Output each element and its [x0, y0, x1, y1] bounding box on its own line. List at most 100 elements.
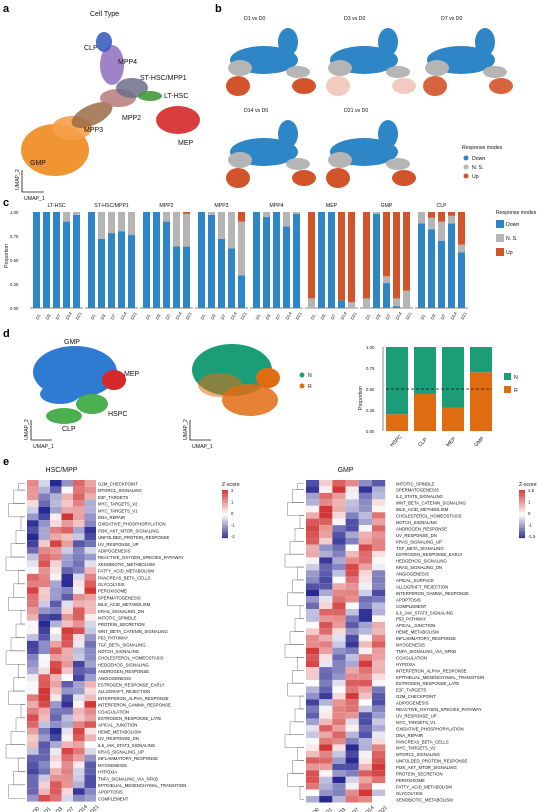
- heatmap-cell: [84, 707, 96, 715]
- heatmap-cell: [319, 583, 333, 590]
- legend-dot-ns: [463, 164, 469, 170]
- heatmap-cell: [50, 533, 62, 541]
- dendrogram-branch: [294, 528, 304, 542]
- heatmap-col-label: D14: [365, 805, 376, 812]
- heatmap-cell: [61, 506, 73, 514]
- heatmap-cell: [27, 694, 39, 702]
- heatmap-row-label: FATTY_ACID_METABOLISM: [98, 569, 154, 574]
- dendrogram-branch: [287, 592, 304, 606]
- dendrogram-branch: [284, 553, 304, 568]
- heatmap-cell: [372, 699, 386, 706]
- heatmap-cell: [345, 570, 359, 577]
- bar-up: [308, 212, 315, 299]
- heatmap-col-label: D1: [43, 806, 52, 812]
- heatmap-cell: [61, 727, 73, 735]
- x-tick-label: D3: [45, 313, 52, 321]
- heatmap-row-label: MYC_TARGETS_V1: [98, 508, 138, 513]
- dendrogram-branch: [20, 704, 25, 719]
- heatmap-cell: [306, 538, 320, 545]
- heatmap-cell: [358, 796, 372, 803]
- heatmap-cell: [84, 573, 96, 581]
- x-tick-label: D21: [75, 311, 84, 321]
- heatmap-row-label: APOPTOSIS: [396, 597, 421, 602]
- heatmap-cell: [38, 768, 50, 775]
- heatmap-cell: [372, 544, 386, 551]
- heatmap-row-label: COAGULATION: [396, 655, 427, 660]
- bar-down: [218, 238, 225, 308]
- dendrogram-branch: [5, 744, 25, 759]
- heatmap-row-label: MYOGENESIS: [396, 643, 425, 648]
- heatmap-row-label: UNFOLDED_PROTEIN_RESPONSE: [98, 535, 170, 540]
- cluster-mpp3-blob: [71, 102, 113, 128]
- heatmap-cell: [50, 560, 62, 568]
- heatmap-cell: [358, 725, 372, 732]
- heatmap-row-label: ADIPOGENESIS: [396, 701, 429, 706]
- heatmap-cell: [61, 781, 73, 789]
- axis-label-umap1: UMAP_1: [24, 196, 45, 202]
- heatmap-cell: [358, 744, 372, 751]
- heatmap-cell: [319, 557, 333, 564]
- heatmap-cell: [358, 480, 372, 487]
- heatmap-cell: [84, 506, 96, 514]
- heatmap-row-label: G2M_CHECKPOINT: [396, 694, 436, 699]
- heatmap-legend-tick: 1.5: [528, 488, 535, 493]
- heatmap-cell: [332, 634, 346, 642]
- heatmap-legend-step: [519, 526, 525, 528]
- heatmap-legend-step: [222, 508, 228, 510]
- heatmap-cell: [372, 570, 386, 577]
- heatmap-cell: [27, 727, 39, 735]
- x-tick-label: D14: [450, 311, 459, 321]
- heatmap-cell: [306, 789, 320, 797]
- heatmap-cell: [38, 681, 50, 688]
- heatmap-row-label: UV_RESPONSE_DN: [396, 533, 437, 538]
- heatmap-cell: [345, 686, 359, 693]
- x-tick-label: D3: [265, 313, 272, 321]
- heatmap-cell: [319, 499, 333, 506]
- heatmap-row-label: HEDGEHOG_SIGNALING: [396, 559, 448, 564]
- heatmap-legend-step: [222, 535, 228, 537]
- d-bar-ytick-3: 0.25: [366, 408, 375, 413]
- heatmap-cell: [306, 492, 320, 500]
- heatmap-cell: [61, 754, 73, 762]
- d-bar-n: [470, 347, 492, 373]
- heatmap-cell: [38, 560, 50, 568]
- dendrogram-branch: [13, 677, 25, 692]
- dendrogram-branch: [299, 695, 304, 710]
- heatmap-cell: [84, 634, 96, 641]
- heatmap-cell: [345, 654, 359, 661]
- heatmap-cell: [50, 553, 62, 561]
- bar-down: [373, 213, 380, 308]
- heatmap-row-label: NOTCH_SIGNALING: [396, 520, 438, 525]
- heatmap-legend-step: [222, 512, 228, 515]
- heatmap-legend-step: [519, 522, 525, 524]
- heatmap-cell: [306, 705, 320, 713]
- heatmap-cell: [306, 544, 320, 551]
- heatmap-cell: [84, 587, 96, 594]
- heatmap-cell: [332, 589, 346, 597]
- heatmap-cell: [345, 757, 359, 764]
- panel-c-legend-swatch-ns: [496, 234, 504, 242]
- bar-ns: [118, 212, 125, 232]
- umap-5: D21 vs D0: [326, 108, 416, 188]
- heatmap-cell: [27, 674, 39, 681]
- heatmap-cell: [372, 673, 386, 680]
- heatmap-cell: [27, 667, 39, 675]
- legend-dot-down: [463, 155, 469, 161]
- cluster-label-mpp3: MPP3: [84, 127, 103, 134]
- panel-d-bar-chart: Proportion 1.00 0.75 0.50 0.25 0.00 N R …: [358, 345, 518, 448]
- heatmap-cell: [319, 505, 333, 513]
- heatmap-legend-title: Z-score: [519, 482, 537, 488]
- heatmap-row-label: PROTEIN_SECRETION: [98, 622, 145, 627]
- heatmap-cell: [73, 500, 85, 507]
- panel-e-heatmap-gmp: GMP MITOTIC_SPINDLE SPERMATOGENESISIL2_STA…: [284, 467, 537, 812]
- heatmap-row-label: BILE_ACID_METABOLISM: [396, 507, 449, 512]
- heatmap-cell: [345, 789, 359, 797]
- heatmap-cell: [306, 570, 320, 577]
- heatmap-legend-step: [519, 503, 525, 505]
- heatmap-cell: [38, 533, 50, 541]
- heatmap-cell: [358, 699, 372, 706]
- x-tick-label: D3: [100, 313, 107, 321]
- heatmap-cell: [84, 480, 96, 487]
- heatmap-cell: [345, 480, 359, 487]
- heatmap-cell: [73, 681, 85, 688]
